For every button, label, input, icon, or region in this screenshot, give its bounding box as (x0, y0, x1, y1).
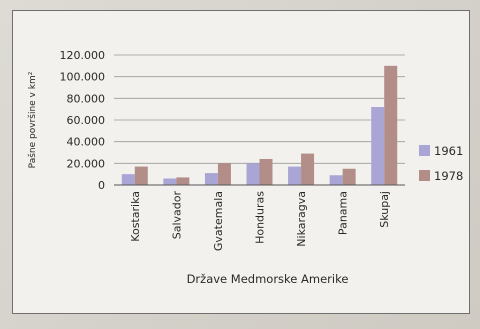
x-category-label: Gvatemala (212, 191, 225, 251)
x-category-label: Panama (337, 191, 350, 235)
y-tick-label: 100.000 (60, 71, 106, 84)
bar-1978-kostarika (134, 166, 148, 185)
y-tick-label: 60.000 (67, 114, 106, 127)
bar-1978-panama (342, 168, 356, 185)
x-category-label: Honduras (254, 191, 267, 244)
y-tick-label: 120.000 (60, 49, 106, 62)
bar-1961-kostarika (121, 174, 135, 185)
x-axis-categories: Kostarika Salvador Gvatemala Honduras Nikara… (129, 191, 391, 252)
legend-swatch-1961 (419, 145, 430, 156)
bar-1961-skupaj (371, 107, 385, 185)
x-axis-title: Države Medmorske Amerike (187, 272, 349, 286)
y-axis-title: Pašne površine v km² (27, 71, 38, 168)
bar-1961-panama (329, 175, 343, 185)
y-tick-label: 0 (98, 179, 105, 192)
y-tick-label: 40.000 (67, 136, 106, 149)
bar-1961-salvador (163, 178, 177, 185)
x-category-label: Skupaj (378, 191, 391, 228)
x-category-label: Salvador (170, 191, 183, 240)
bar-1978-honduras (259, 159, 273, 185)
gridlines (114, 54, 405, 164)
legend-swatch-1978 (419, 170, 430, 181)
bar-1978-skupaj (384, 65, 398, 185)
legend: 1961 1978 (419, 144, 463, 183)
x-category-label: Nikaragva (295, 191, 308, 247)
y-axis-ticks: 0 20.000 40.000 60.000 80.000 100.000 120.000 (60, 49, 106, 192)
bar-1961-honduras (246, 163, 260, 185)
bar-1978-salvador (176, 177, 190, 185)
bar-1961-gvatemala (204, 173, 218, 185)
bar-1978-gvatemala (217, 163, 231, 185)
y-tick-label: 80.000 (67, 92, 106, 105)
bar-1961-nikaragva (288, 166, 302, 185)
legend-label-1978: 1978 (434, 169, 463, 183)
x-category-label: Kostarika (129, 191, 142, 242)
bars (121, 65, 398, 185)
y-tick-label: 20.000 (67, 157, 106, 170)
legend-label-1961: 1961 (434, 144, 463, 158)
bar-1978-nikaragva (301, 153, 315, 185)
